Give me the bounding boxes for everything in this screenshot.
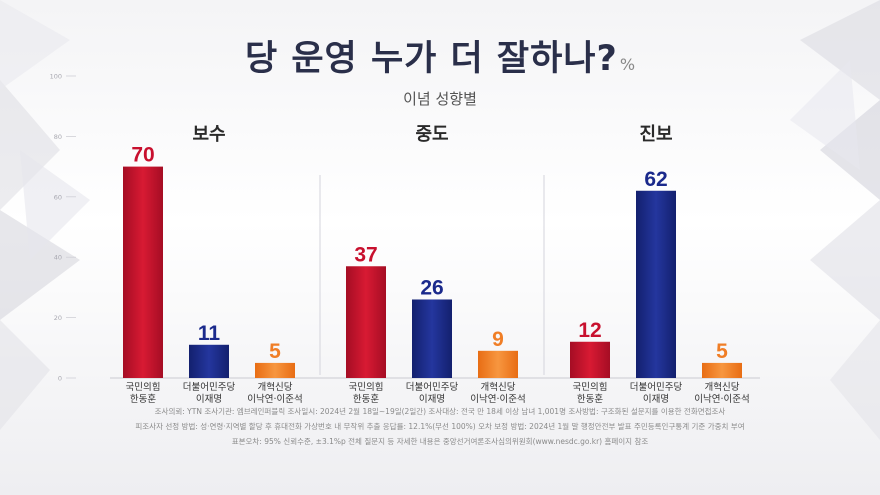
data-label: 26 <box>420 276 443 299</box>
category-leader-label: 이재명 <box>196 394 222 405</box>
unit-label: % <box>619 55 636 74</box>
bar <box>346 266 386 378</box>
data-label: 12 <box>578 319 601 342</box>
data-label: 11 <box>198 322 221 345</box>
bar <box>412 299 452 378</box>
y-tick-label: 80 <box>54 133 62 141</box>
bar <box>255 362 295 378</box>
y-tick-label: 40 <box>54 254 62 262</box>
category-party-label: 개혁신당 <box>705 382 740 393</box>
bar <box>123 166 163 378</box>
category-party-label: 개혁신당 <box>258 382 293 393</box>
category-leader-label: 이낙연·이준석 <box>694 394 749 405</box>
category-party-label: 국민의힘 <box>126 382 161 393</box>
category-party-label: 더불어민주당 <box>406 382 459 393</box>
y-tick-label: 100 <box>50 73 62 81</box>
group-label: 중도 <box>415 124 448 145</box>
data-label: 37 <box>354 243 377 266</box>
y-tick-label: 20 <box>54 314 62 322</box>
group-label: 보수 <box>192 124 225 145</box>
survey-footnotes: 조사의뢰: YTN 조사기관: 엠브레인퍼블릭 조사일시: 2024년 2월 1… <box>0 404 880 449</box>
data-label: 9 <box>492 328 504 351</box>
footnote-line: 표본오차: 95% 신뢰수준, ±3.1%p 전체 질문지 등 자세한 내용은 … <box>231 437 649 446</box>
footnote-line: 피조사자 선정 방법: 성·연령·지역별 할당 후 휴대전화 가상번호 내 무작… <box>135 422 745 431</box>
category-party-label: 더불어민주당 <box>183 382 236 393</box>
data-label: 5 <box>716 340 728 363</box>
category-party-label: 국민의힘 <box>573 382 608 393</box>
category-leader-label: 이낙연·이준석 <box>470 394 525 405</box>
data-label: 62 <box>644 168 667 191</box>
category-leader-label: 한동훈 <box>353 393 379 405</box>
bar <box>636 190 676 378</box>
title-block: 당 운영 누가 더 잘하나?% <box>0 30 880 81</box>
category-leader-label: 이재명 <box>419 394 445 405</box>
data-label: 5 <box>269 340 281 363</box>
page-title: 당 운영 누가 더 잘하나? <box>244 39 618 79</box>
bar <box>189 344 229 378</box>
decorative-triangles-left <box>0 0 90 430</box>
category-party-label: 개혁신당 <box>481 382 516 393</box>
page-subtitle: 이념 성향별 <box>403 90 477 108</box>
category-leader-label: 이낙연·이준석 <box>247 394 302 405</box>
decorative-triangles-right <box>790 0 880 440</box>
category-party-label: 국민의힘 <box>349 382 384 393</box>
category-party-label: 더불어민주당 <box>630 382 683 393</box>
bar <box>570 341 610 378</box>
bar <box>702 362 742 378</box>
y-tick-label: 0 <box>58 375 62 383</box>
category-leader-label: 한동훈 <box>130 393 156 405</box>
footnote-line: 조사의뢰: YTN 조사기관: 엠브레인퍼블릭 조사일시: 2024년 2월 1… <box>154 407 726 416</box>
group-label: 진보 <box>639 124 672 145</box>
data-label: 70 <box>131 144 154 167</box>
bar <box>478 350 518 378</box>
y-tick-label: 60 <box>54 193 62 201</box>
category-leader-label: 한동훈 <box>577 393 603 405</box>
category-leader-label: 이재명 <box>643 394 669 405</box>
